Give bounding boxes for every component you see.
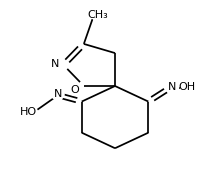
Text: N: N — [51, 59, 60, 69]
Circle shape — [49, 59, 62, 70]
Text: OH: OH — [178, 83, 196, 92]
Circle shape — [91, 9, 104, 20]
Text: N: N — [54, 89, 62, 99]
Text: CH₃: CH₃ — [88, 10, 108, 20]
Text: O: O — [71, 85, 79, 95]
Circle shape — [51, 89, 64, 100]
Circle shape — [181, 82, 194, 93]
Circle shape — [166, 82, 178, 93]
Text: N: N — [168, 83, 176, 92]
Circle shape — [68, 84, 81, 95]
Text: HO: HO — [19, 107, 37, 117]
Circle shape — [22, 106, 34, 117]
